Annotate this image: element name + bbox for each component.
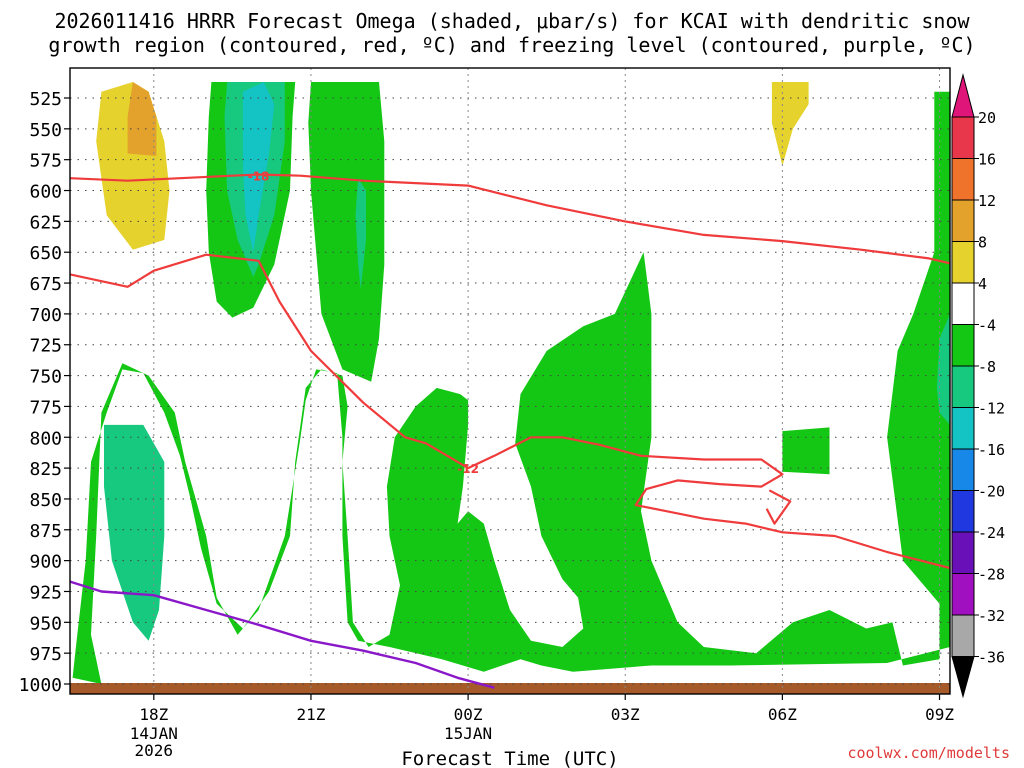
red-contour-label: -12 [457,462,479,476]
colorbar-label: -32 [978,607,1005,625]
colorbar-segment [951,573,975,616]
colorbar-label: -8 [978,358,996,376]
omega-region-6 [308,82,385,382]
surface-ground [70,683,950,694]
x-tick-sublabel-2: 2026 [135,741,174,760]
y-tick-label: 575 [29,151,62,172]
colorbar-label: -4 [978,317,996,335]
chart-title-line-2: growth region (contoured, red, ºC) and f… [48,33,976,57]
colorbar-label: 20 [978,109,996,127]
omega-region-9 [782,427,830,475]
y-tick-label: 975 [29,644,62,665]
omega-region-2 [771,82,809,166]
omega-region-5 [242,82,275,253]
colorbar-label: 16 [978,151,996,169]
colorbar-label: 4 [978,275,987,293]
plot-frame [69,67,951,695]
y-tick-label: 825 [29,459,62,480]
colorbar-segment [951,365,975,408]
omega-shading [72,82,950,684]
x-axis-label: Forecast Time (UTC) [401,748,618,768]
x-tick-sublabel: 15JAN [444,724,492,743]
colorbar-label: -16 [978,441,1005,459]
y-tick-label: 625 [29,212,62,233]
y-tick-label: 875 [29,521,62,542]
credit-text: coolwx.com/modelts [847,744,1010,762]
omega-region-1 [127,82,157,156]
y-tick-label: 850 [29,490,62,511]
colorbar-label: -20 [978,483,1005,501]
chart-title-line-1: 2026011416 HRRR Forecast Omega (shaded, … [54,9,970,33]
colorbar-segment [951,116,975,159]
red-contour-1 [70,253,950,570]
red-contour-2 [765,489,792,525]
colorbar-segment [951,282,975,325]
plot-area [70,68,950,694]
x-tick-label: 21Z [296,705,325,724]
y-tick-label: 650 [29,243,62,264]
red-contour-label: -18 [248,170,270,184]
colorbar-label: -12 [978,400,1005,418]
colorbar-label: -36 [978,649,1005,667]
omega-region-11 [936,313,950,425]
colorbar-label: -28 [978,566,1005,584]
omega-region-7 [355,178,366,290]
ground-strip [70,683,950,694]
y-tick-label: 675 [29,274,62,295]
colorbar-bottom-arrow [951,656,975,699]
y-tick-label: 900 [29,552,62,573]
x-tick-label: 06Z [768,705,797,724]
y-tick-label: 725 [29,336,62,357]
colorbar-segment [951,241,975,284]
grid-lines [70,68,950,694]
y-tick-label: 1000 [19,675,62,696]
colorbar-segment [951,324,975,367]
y-tick-label: 550 [29,120,62,141]
y-tick-label: 950 [29,613,62,634]
colorbar-top-arrow [951,73,975,118]
colorbar-segment [951,448,975,491]
colorbar-segment [951,531,975,574]
x-tick-label: 18Z [139,705,168,724]
colorbar-label: 12 [978,192,996,210]
colorbar-segment [951,407,975,450]
y-tick-label: 925 [29,582,62,603]
colorbar: 20 16 12 8 4 -4 -8 -12 -16 -20 -24 -28 -32 -36 [951,73,1005,699]
y-tick-label: 700 [29,305,62,326]
colorbar-segment [951,158,975,201]
y-tick-label: 775 [29,397,62,418]
purple-contour-0 [70,580,495,689]
colorbar-segment [951,199,975,242]
colorbar-label: 8 [978,234,987,252]
y-tick-label: 750 [29,367,62,388]
x-tick-label: 00Z [454,705,483,724]
x-tick-label: 03Z [611,705,640,724]
x-tick-sublabel: 14JAN [130,724,178,743]
y-tick-label: 800 [29,428,62,449]
colorbar-label: -24 [978,524,1005,542]
temperature-contours: -18 -12 [70,170,950,689]
y-tick-label: 525 [29,89,62,110]
x-tick-label: 09Z [925,705,954,724]
colorbar-segment [951,490,975,533]
colorbar-segment [951,614,975,657]
y-tick-label: 600 [29,182,62,203]
y-axis: 525 550 575 600 625 650 675 700 725 750 775 800 825 8… [19,89,70,696]
omega-region-10 [104,424,165,641]
red-contour-0 [70,173,950,265]
